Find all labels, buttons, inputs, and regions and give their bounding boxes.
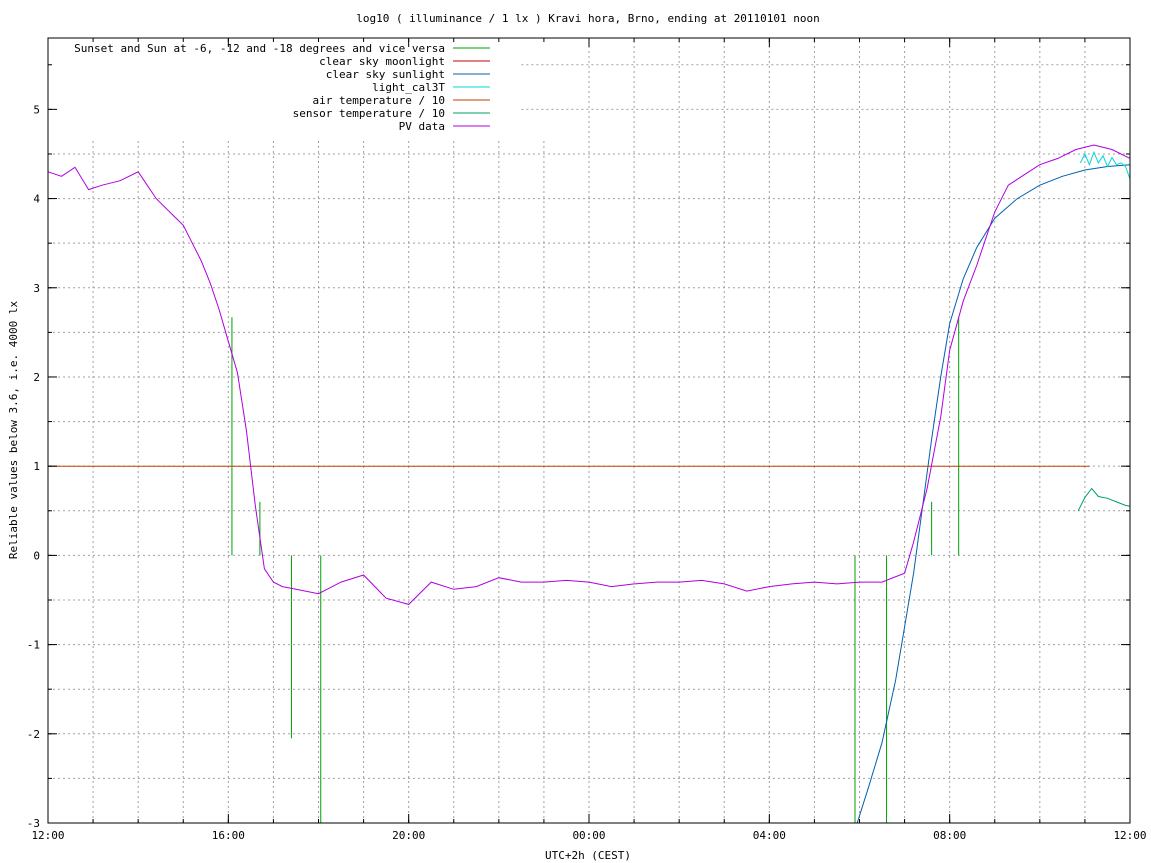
series-sensor-temperature-10-line — [1077, 487, 1131, 512]
y-tick-label: 1 — [33, 460, 40, 473]
series-pv-data-line — [47, 144, 1131, 605]
x-tick-label: 16:00 — [212, 829, 245, 842]
legend-entry: sensor temperature / 10 — [293, 107, 490, 120]
x-tick-label: 20:00 — [392, 829, 425, 842]
legend-entry: air temperature / 10 — [313, 94, 490, 107]
x-tick-label: 12:00 — [1113, 829, 1146, 842]
x-tick-label: 08:00 — [933, 829, 966, 842]
x-tick-label: 12:00 — [31, 829, 64, 842]
legend-label: clear sky sunlight — [326, 68, 445, 81]
y-tick-label: 4 — [33, 193, 40, 206]
legend-label: light_cal3T — [372, 81, 445, 94]
legend-entry: Sunset and Sun at -6, -12 and -18 degree… — [74, 42, 490, 55]
legend-label: clear sky moonlight — [319, 55, 445, 68]
y-axis-label: Reliable values below 3.6, i.e. 4000 lx — [7, 300, 20, 559]
legend-label: sensor temperature / 10 — [293, 107, 445, 120]
legend-label: Sunset and Sun at -6, -12 and -18 degree… — [74, 42, 445, 55]
y-tick-label: -3 — [27, 817, 40, 830]
x-axis-label: UTC+2h (CEST) — [545, 849, 631, 862]
x-tick-label: 04:00 — [753, 829, 786, 842]
y-tick-label: 2 — [33, 371, 40, 384]
x-tick-label: 00:00 — [572, 829, 605, 842]
ticks: 12:00 16:00 20:00 00:00 04:00 08:00 12:00-3-2-… — [27, 38, 1147, 842]
y-tick-label: -2 — [27, 728, 40, 741]
grid — [48, 38, 1130, 823]
y-tick-label: 3 — [33, 282, 40, 295]
y-tick-label: 5 — [33, 103, 40, 116]
legend-entry: clear sky moonlight — [319, 55, 490, 68]
series-light-cal3t-line — [1079, 150, 1131, 180]
y-tick-label: -1 — [27, 639, 40, 652]
legend-entry: PV data — [399, 120, 490, 133]
series-clear-sky-sunlight-line — [856, 164, 1131, 824]
legend-label: air temperature / 10 — [313, 94, 445, 107]
series-layer — [47, 144, 1131, 824]
legend-label: PV data — [399, 120, 445, 133]
chart-title: log10 ( illuminance / 1 lx ) Kravi hora,… — [356, 12, 820, 25]
legend-entry: light_cal3T — [372, 81, 490, 94]
y-tick-label: 0 — [33, 549, 40, 562]
series-sunset-and-sun-at-6-12-and-18-degrees-and-vice-versa — [231, 317, 960, 823]
legend-entry: clear sky sunlight — [326, 68, 490, 81]
legend: Sunset and Sun at -6, -12 and -18 degree… — [74, 42, 490, 133]
